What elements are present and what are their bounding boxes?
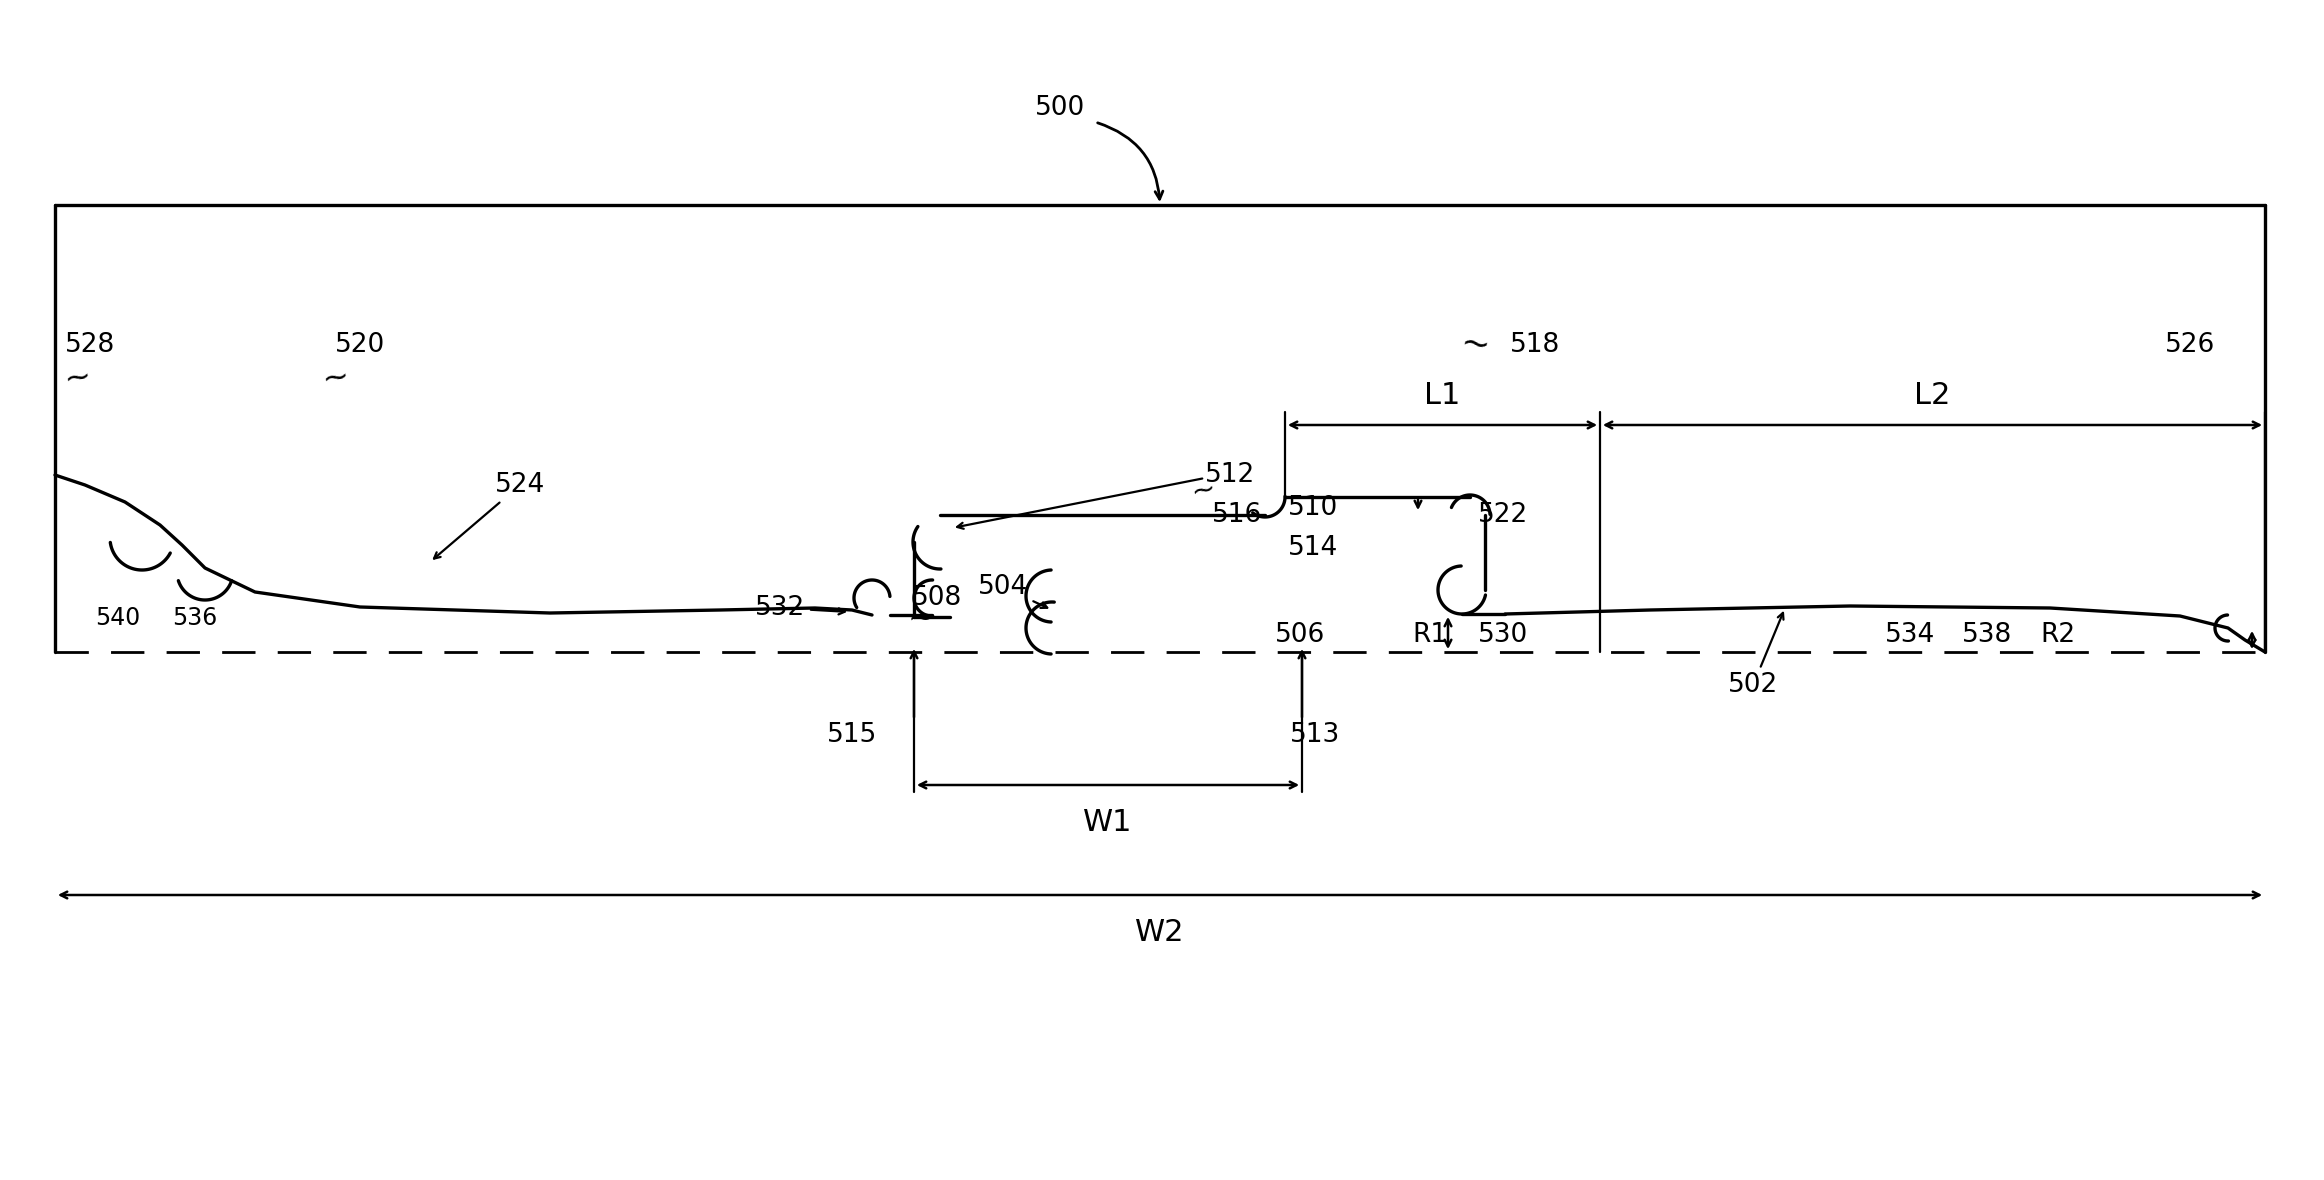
Text: 516: 516 xyxy=(1213,502,1262,527)
Text: 524: 524 xyxy=(435,472,546,558)
Text: ~: ~ xyxy=(321,362,351,396)
Text: 526: 526 xyxy=(2166,332,2215,358)
Text: 514: 514 xyxy=(1287,535,1339,560)
Text: 515: 515 xyxy=(827,722,876,748)
Text: 540: 540 xyxy=(95,607,139,630)
Text: 502: 502 xyxy=(1729,612,1783,699)
Text: 504: 504 xyxy=(978,573,1048,608)
Text: 536: 536 xyxy=(172,607,216,630)
Text: R2: R2 xyxy=(2040,622,2075,648)
Text: L1: L1 xyxy=(1425,381,1462,409)
Text: ~: ~ xyxy=(909,604,934,636)
Text: 518: 518 xyxy=(1511,332,1559,358)
Text: 508: 508 xyxy=(911,585,962,611)
Text: ~: ~ xyxy=(1188,473,1218,506)
Text: W1: W1 xyxy=(1083,808,1132,837)
Text: 520: 520 xyxy=(335,332,386,358)
Text: 500: 500 xyxy=(1034,96,1085,122)
Text: 513: 513 xyxy=(1290,722,1341,748)
Text: ~: ~ xyxy=(1457,326,1492,365)
Text: 522: 522 xyxy=(1478,502,1529,527)
Text: 530: 530 xyxy=(1478,622,1529,648)
Text: 534: 534 xyxy=(1885,622,1936,648)
Text: R1: R1 xyxy=(1413,622,1448,648)
Text: 538: 538 xyxy=(1961,622,2013,648)
Text: ~: ~ xyxy=(63,362,93,396)
Text: 506: 506 xyxy=(1276,622,1325,648)
Text: 528: 528 xyxy=(65,332,116,358)
Text: W2: W2 xyxy=(1134,918,1185,948)
Text: 532: 532 xyxy=(755,595,844,621)
Text: L2: L2 xyxy=(1915,381,1950,409)
Text: 512: 512 xyxy=(1206,463,1255,489)
Text: 510: 510 xyxy=(1287,494,1339,522)
